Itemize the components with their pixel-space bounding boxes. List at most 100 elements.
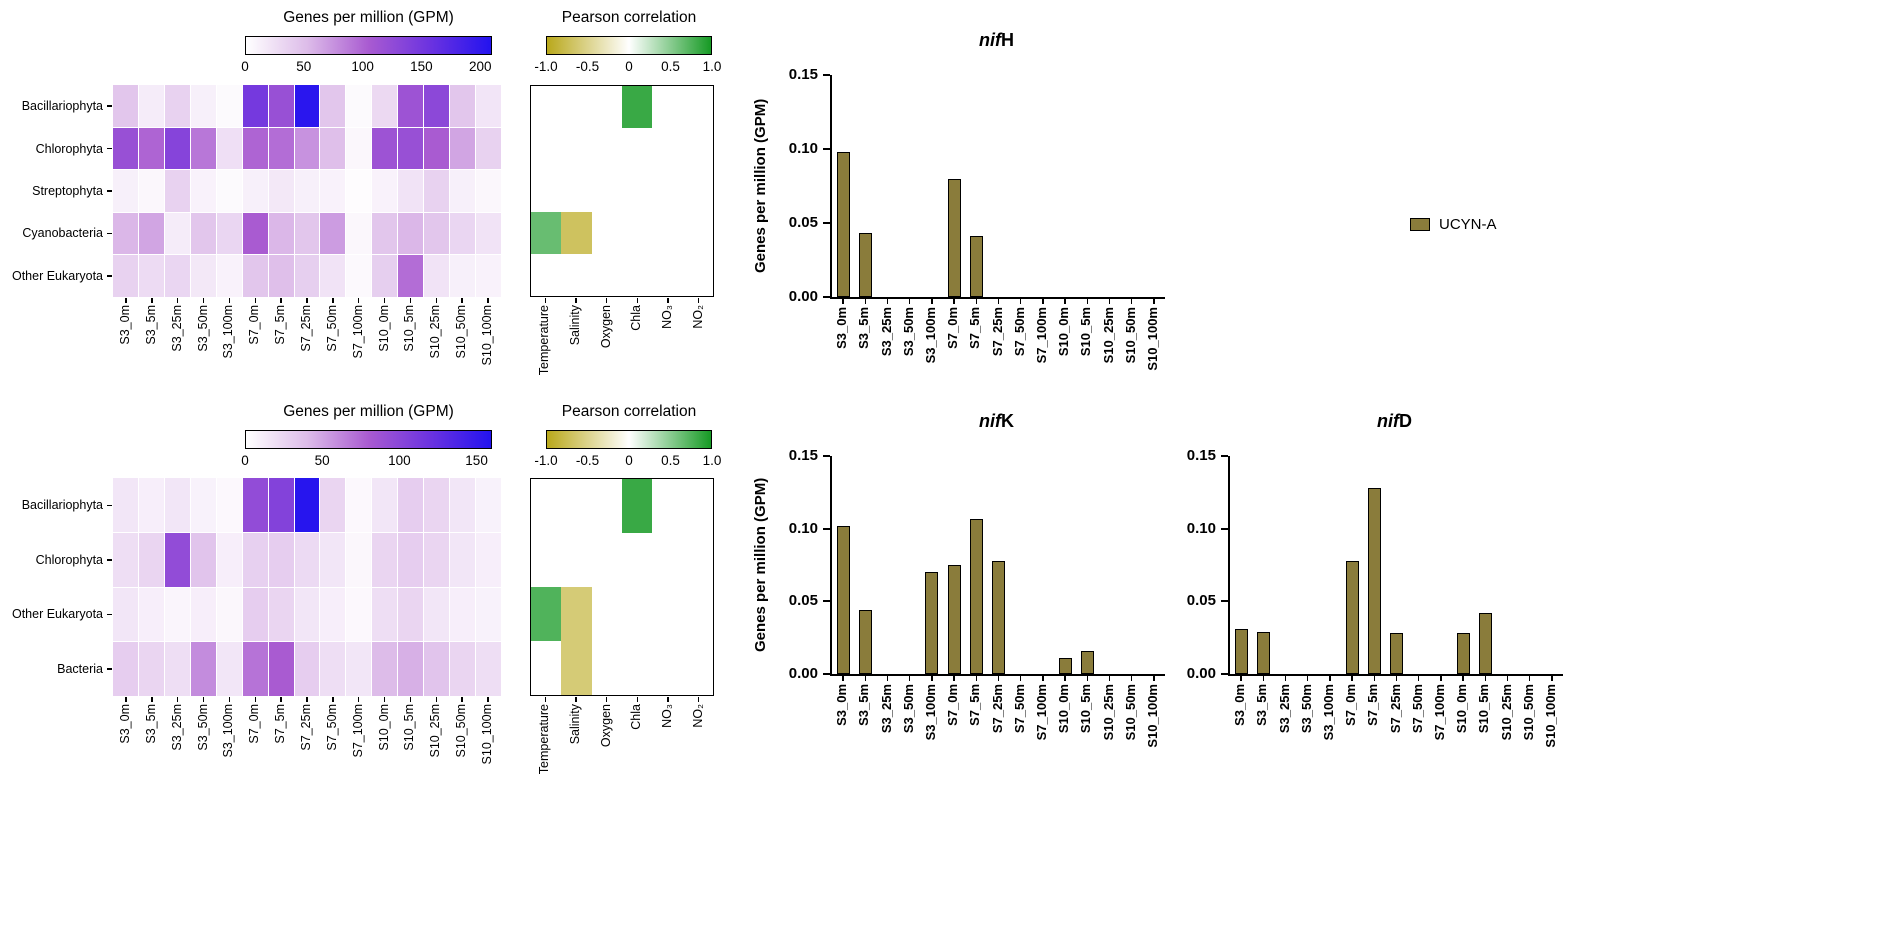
col-label: S3_100m — [221, 305, 236, 359]
x-tick — [1395, 676, 1398, 681]
bar — [1234, 628, 1248, 674]
bar — [947, 565, 961, 674]
pearson-bottom-colorbar — [546, 430, 712, 449]
nifK-plot — [830, 456, 1165, 676]
heatmap-cell — [138, 212, 164, 255]
col-label: S3_0m — [117, 305, 132, 345]
x-tick — [997, 299, 1000, 304]
heatmap-cell — [268, 532, 294, 587]
heatmap-cell — [682, 479, 713, 533]
gpm-heatmap-top-colorbar — [245, 36, 492, 55]
heatmap-cell — [682, 533, 713, 587]
bar — [1345, 560, 1359, 674]
col-label: NO₃ — [660, 305, 674, 329]
heatmap-cell — [320, 170, 346, 212]
bar — [836, 151, 850, 297]
colorbar-tick-label: 0.5 — [661, 59, 680, 74]
x-tick — [1108, 299, 1111, 304]
heatmap-cell — [294, 255, 320, 297]
col-label: S3_5m — [143, 305, 158, 345]
colorbar-tick-label: 150 — [410, 59, 433, 74]
heatmap-cell — [242, 127, 268, 170]
heatmap-cell — [294, 127, 320, 170]
heatmap-cell — [346, 532, 372, 587]
col-tick — [605, 298, 608, 303]
heatmap-cell — [398, 532, 424, 587]
x-tick-label: S10_5m — [1078, 684, 1094, 734]
pearson-top-grid — [530, 85, 714, 297]
heatmap-cell — [424, 642, 450, 696]
heatmap-cell — [242, 85, 268, 127]
x-tick-label: S3_50m — [900, 684, 916, 734]
x-tick — [1484, 676, 1487, 681]
heatmap-cell — [320, 255, 346, 297]
col-tick — [306, 697, 308, 702]
bar — [1080, 650, 1094, 674]
col-tick — [125, 298, 127, 303]
heatmap-cell — [372, 85, 398, 127]
heatmap-cell — [591, 533, 622, 587]
col-tick — [636, 697, 639, 702]
x-tick — [1240, 676, 1242, 681]
gpm-heatmap-top-grid — [113, 85, 501, 297]
heatmap-cell — [190, 127, 216, 170]
heatmap-cell — [398, 478, 424, 532]
chart-title: nifK — [897, 411, 1097, 432]
heatmap-cell — [450, 532, 476, 587]
col-label: S3_50m — [195, 704, 210, 751]
heatmap-cell — [242, 587, 268, 642]
y-tick-label: 0.05 — [1186, 592, 1216, 610]
row-label: Bacillariophyta — [21, 99, 103, 114]
y-tick-label: 0.05 — [788, 592, 818, 610]
col-tick — [667, 697, 669, 702]
heatmap-cell — [346, 478, 372, 532]
heatmap-cell — [372, 170, 398, 212]
col-label: NO₃ — [660, 704, 674, 728]
heatmap-cell — [113, 255, 138, 297]
col-tick — [544, 298, 547, 303]
heatmap-cell — [164, 642, 190, 696]
col-label: S3_25m — [169, 704, 184, 751]
heatmap-cell — [531, 533, 562, 587]
heatmap-cell — [398, 212, 424, 255]
y-tick-label: 0.10 — [788, 140, 818, 157]
col-label: S7_100m — [350, 704, 365, 758]
row-tick — [107, 613, 112, 615]
heatmap-cell — [652, 170, 683, 212]
colorbar-tick-label: 50 — [296, 59, 312, 74]
x-tick-label: S7_100m — [1033, 684, 1049, 741]
col-tick — [383, 298, 386, 303]
x-tick — [1064, 676, 1066, 681]
heatmap-cell — [216, 478, 242, 532]
col-tick — [254, 697, 257, 702]
x-tick-label: S3_50m — [900, 307, 916, 357]
colorbar-tick-label: -1.0 — [534, 59, 558, 74]
heatmap-cell — [372, 255, 398, 297]
row-tick — [107, 275, 112, 277]
x-tick — [1440, 676, 1442, 681]
heatmap-cell — [450, 587, 476, 642]
col-label: S7_5m — [273, 305, 288, 345]
heatmap-cell — [531, 170, 562, 212]
x-tick — [997, 676, 1000, 681]
col-tick — [461, 697, 463, 702]
heatmap-cell — [561, 587, 592, 641]
x-tick — [1373, 676, 1376, 681]
x-tick — [886, 299, 889, 304]
heatmap-cell — [216, 587, 242, 642]
x-tick-label: S10_50m — [1520, 684, 1536, 741]
colorbar-tick-label: 50 — [314, 453, 330, 468]
col-label: S10_25m — [428, 305, 443, 359]
x-tick — [1130, 299, 1133, 304]
x-tick — [864, 676, 867, 681]
chart-title-prefix: nif — [979, 411, 1001, 431]
heatmap-cell — [531, 479, 562, 533]
x-tick-label: S3_0m — [834, 307, 850, 349]
heatmap-cell — [113, 212, 138, 255]
heatmap-cell — [242, 255, 268, 297]
heatmap-cell — [682, 641, 713, 695]
heatmap-cell — [294, 170, 320, 212]
x-tick — [886, 676, 889, 681]
heatmap-cell — [372, 212, 398, 255]
x-tick — [908, 299, 911, 304]
